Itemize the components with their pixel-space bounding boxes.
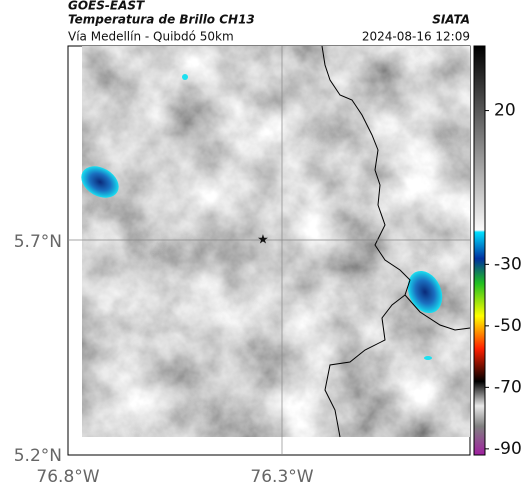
lat-tick-label: 5.7°N	[14, 232, 62, 252]
colorbar	[473, 45, 486, 456]
colorbar-tick-label: -50	[494, 316, 522, 336]
lat-tick-label: 5.2°N	[14, 446, 62, 466]
cold-cloud	[182, 74, 188, 80]
cold-cloud	[424, 356, 432, 360]
source: SIATA	[432, 13, 470, 27]
colorbar-tick-label: -70	[494, 377, 522, 397]
timestamp: 2024-08-16 12:09	[362, 30, 470, 44]
lon-tick-label: 76.3°W	[250, 467, 313, 487]
city-marker: ★	[257, 233, 269, 248]
lon-tick-label: 76.8°W	[36, 467, 99, 487]
boundary	[404, 294, 471, 331]
subtitle: Vía Medellín - Quibdó 50km	[68, 30, 234, 44]
cold-cloud	[81, 166, 119, 198]
colorbar-tick-label: -90	[494, 439, 522, 459]
colorbar-tick-label: -30	[494, 254, 522, 274]
title: Temperatura de Brillo CH13	[68, 13, 255, 27]
brightness-image	[82, 46, 470, 437]
colorbar-tick-label: 20	[494, 101, 516, 121]
cold-cloud	[407, 270, 443, 314]
map: ★	[67, 45, 471, 456]
satellite: GOES-EAST	[68, 0, 145, 13]
boundary	[321, 45, 411, 438]
